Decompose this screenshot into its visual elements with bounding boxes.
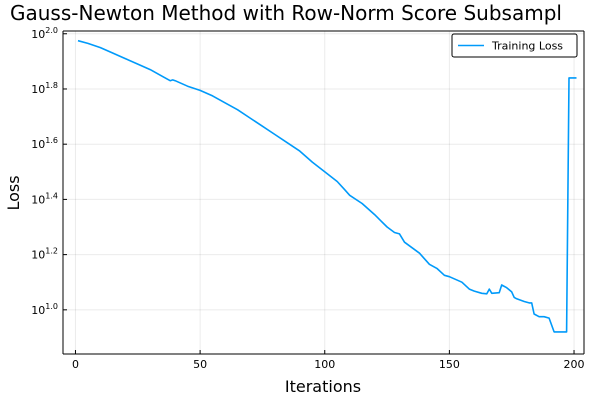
chart-title: Gauss-Newton Method with Row-Norm Score … [10, 1, 562, 25]
series-layer [77, 39, 577, 333]
x-axis-title: Iterations [285, 377, 361, 396]
y-tick-label-0: 101.0 [31, 302, 58, 317]
x-tick-label-2: 100 [314, 358, 335, 371]
x-tick-labels: 0 50 100 150 200 [72, 358, 585, 371]
legend-label-training-loss: Training Loss [491, 40, 563, 53]
x-tick-label-3: 150 [439, 358, 460, 371]
y-tick-label-3: 101.6 [31, 136, 58, 151]
x-tick-label-0: 0 [72, 358, 79, 371]
y-axis-title: Loss [4, 175, 23, 210]
y-tick-label-1: 101.2 [31, 247, 58, 262]
grid-lines [63, 31, 584, 354]
legend: Training Loss [451, 33, 578, 58]
legend-box [451, 33, 578, 58]
y-tick-label-4: 101.8 [31, 81, 58, 96]
y-tick-label-2: 101.4 [31, 191, 58, 206]
axes [62, 30, 585, 355]
y-tick-label-5: 102.0 [31, 26, 58, 41]
y-tick-labels: 101.0 101.2 101.4 101.6 101.8 102.0 [31, 26, 58, 317]
x-tick-label-4: 200 [564, 358, 585, 371]
x-tick-label-1: 50 [193, 358, 207, 371]
series-line-0 [77, 39, 577, 333]
